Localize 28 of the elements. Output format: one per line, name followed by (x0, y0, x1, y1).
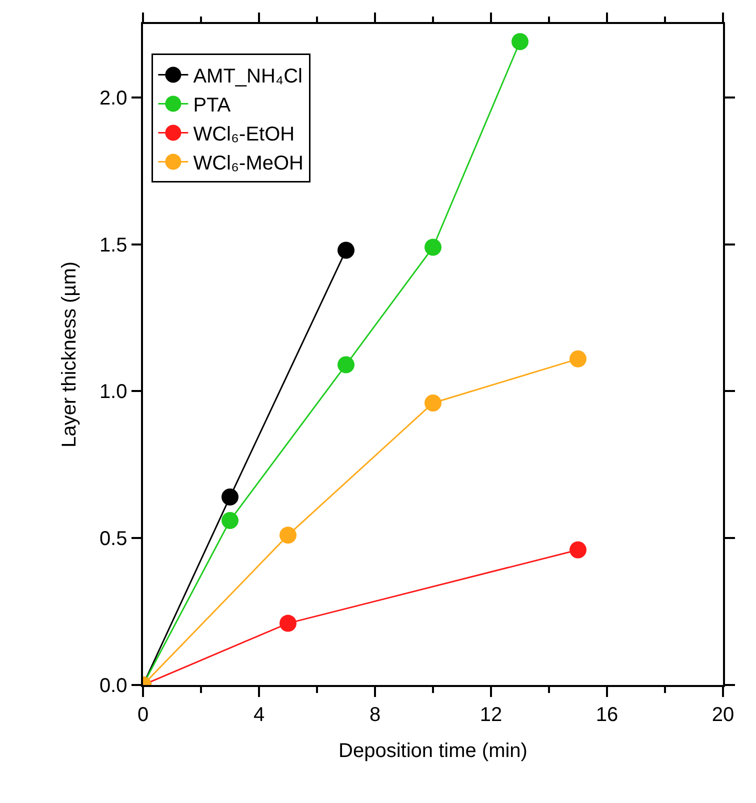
x-tick-label: 16 (596, 704, 618, 726)
point (512, 33, 528, 50)
x-tick-label: 4 (253, 704, 265, 726)
y-axis-title: Layer thickness (µm) (58, 261, 80, 448)
legend-label: WCl₆-MeOH (193, 152, 304, 175)
x-tick-label: 0 (137, 704, 149, 726)
y-tick-label: 1.0 (99, 381, 128, 404)
point (570, 350, 586, 368)
legend-label: PTA (193, 94, 232, 117)
point (222, 488, 238, 506)
x-tick-label: 12 (480, 704, 502, 726)
x-tick-label: 8 (369, 704, 381, 726)
x-tick-label: 20 (712, 704, 734, 726)
legend-label: WCl₆-EtOH (193, 124, 295, 146)
point (570, 541, 586, 558)
y-tick-label: 2.0 (99, 87, 128, 110)
point (338, 242, 354, 259)
y-tick-label: 1.5 (99, 234, 128, 256)
point (280, 526, 296, 544)
point (424, 238, 442, 256)
y-tick-label: 0.5 (99, 528, 128, 550)
y-tick-label: 0.0 (99, 675, 128, 697)
point (424, 394, 442, 412)
point (280, 614, 296, 632)
legend-label: AMT_NH₄Cl (193, 66, 302, 88)
x-axis-title: Deposition time (min) (338, 740, 528, 762)
point (222, 512, 238, 529)
point (338, 356, 354, 374)
